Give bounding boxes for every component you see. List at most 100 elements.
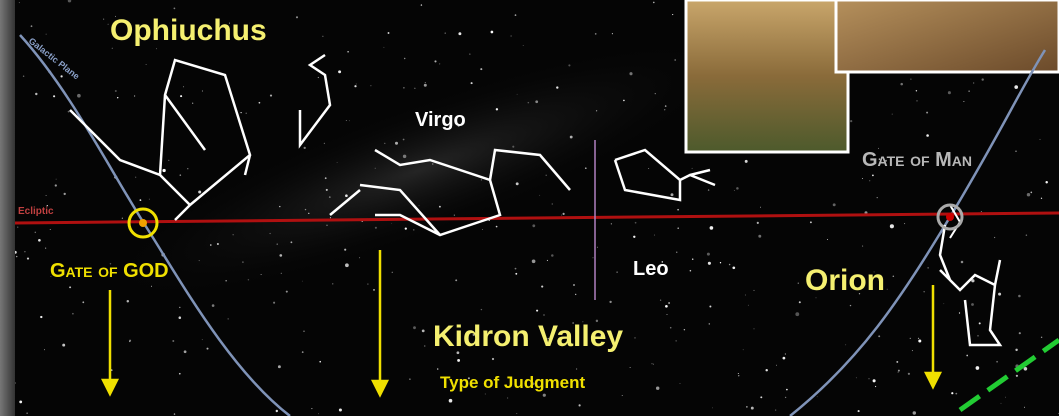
star: [444, 32, 446, 34]
star: [670, 193, 674, 197]
star: [527, 101, 530, 104]
star: [1045, 180, 1048, 184]
star: [1018, 332, 1021, 335]
star: [418, 205, 420, 207]
star: [420, 4, 423, 6]
star: [436, 328, 440, 331]
star: [677, 208, 679, 211]
star: [394, 141, 399, 145]
star: [211, 304, 215, 307]
star: [347, 51, 349, 53]
star: [896, 360, 899, 363]
star: [668, 302, 671, 304]
star: [576, 368, 578, 370]
star: [45, 194, 47, 197]
left-border: [0, 0, 15, 416]
star: [659, 299, 662, 301]
star: [947, 91, 951, 95]
star: [966, 354, 969, 357]
label: Gate of Man: [862, 149, 972, 171]
star: [878, 335, 881, 338]
star: [875, 385, 877, 388]
star: [652, 1, 655, 4]
star: [495, 225, 498, 228]
star: [845, 344, 847, 346]
star: [1018, 294, 1021, 298]
star: [784, 396, 787, 399]
star: [168, 159, 170, 162]
star: [634, 337, 636, 339]
star: [712, 407, 713, 409]
star: [849, 304, 852, 307]
star: [260, 273, 262, 275]
star: [582, 321, 584, 323]
star: [455, 279, 458, 282]
star: [173, 413, 176, 415]
star: [677, 227, 679, 229]
star: [172, 340, 175, 342]
green-dashed-line: [958, 337, 1059, 413]
star: [926, 111, 929, 114]
star: [737, 373, 739, 374]
star: [54, 184, 57, 187]
star: [750, 406, 754, 410]
star: [652, 363, 654, 365]
star: [516, 93, 518, 95]
star: [633, 235, 636, 238]
star: [575, 293, 577, 296]
star: [595, 110, 598, 112]
star: [45, 33, 47, 35]
star: [797, 282, 799, 284]
star: [338, 408, 342, 412]
star: [654, 92, 656, 95]
star: [225, 280, 227, 282]
star: [1023, 406, 1026, 408]
star: [439, 63, 441, 65]
label: Orion: [805, 264, 885, 297]
star: [744, 159, 748, 163]
star: [545, 174, 547, 177]
star: [126, 300, 130, 303]
star: [861, 178, 863, 179]
star: [129, 339, 132, 342]
star: [30, 25, 33, 28]
star: [600, 334, 604, 338]
star: [109, 263, 112, 265]
star: [367, 283, 369, 285]
star: [178, 316, 182, 319]
star: [568, 64, 571, 67]
star: [383, 46, 385, 48]
star: [344, 248, 347, 251]
star: [666, 313, 668, 315]
star: [689, 269, 692, 272]
star: [481, 228, 484, 231]
star: [891, 113, 893, 115]
star: [675, 340, 677, 342]
star: [868, 378, 870, 380]
star: [183, 86, 185, 88]
star: [275, 409, 278, 413]
star: [448, 398, 453, 403]
star: [148, 198, 150, 200]
star: [738, 375, 740, 377]
star: [676, 251, 678, 253]
painting-inset: [684, 0, 850, 154]
star: [414, 87, 416, 89]
star: [596, 246, 598, 248]
star: [258, 101, 261, 104]
milky-way-glow: [80, 30, 760, 310]
star: [911, 350, 913, 352]
star: [909, 337, 911, 340]
star: [855, 377, 857, 379]
star: [996, 360, 998, 363]
star: [569, 135, 573, 139]
star: [541, 285, 544, 288]
star: [338, 70, 342, 74]
label: Virgo: [415, 109, 466, 131]
star: [67, 0, 72, 3]
star: [733, 190, 735, 191]
star: [536, 309, 539, 312]
star: [993, 236, 996, 239]
star: [198, 260, 200, 262]
star: [858, 293, 861, 295]
